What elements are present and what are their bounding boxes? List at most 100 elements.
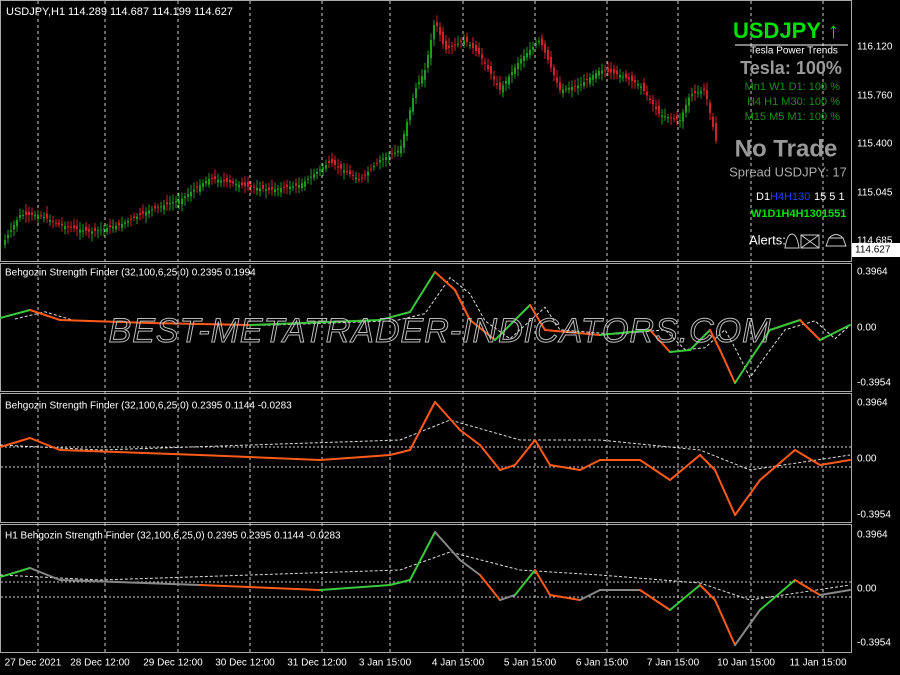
candle-body bbox=[310, 176, 312, 178]
indicator-line bbox=[599, 329, 651, 336]
candle-body bbox=[217, 179, 219, 183]
candle-body bbox=[325, 165, 327, 169]
candle-body bbox=[658, 105, 660, 114]
time-label: 27 Dec 2021 bbox=[5, 658, 62, 669]
indicator-line bbox=[59, 319, 151, 324]
indicator-line bbox=[319, 454, 391, 461]
indicator-line bbox=[714, 599, 736, 646]
candle-body bbox=[622, 76, 624, 78]
candle-body bbox=[415, 88, 417, 98]
candle-body bbox=[169, 203, 171, 205]
candle-body bbox=[67, 226, 69, 228]
indicator-line bbox=[549, 594, 581, 601]
candle-body bbox=[709, 102, 711, 114]
candle-body bbox=[628, 77, 630, 80]
candle-body bbox=[502, 85, 504, 93]
indicator-line bbox=[199, 584, 321, 591]
candle-body bbox=[418, 82, 420, 85]
candle-body bbox=[496, 83, 498, 85]
candle-body bbox=[481, 54, 483, 59]
candle-body bbox=[190, 191, 192, 197]
candle-body bbox=[106, 228, 108, 232]
candle-body bbox=[142, 211, 144, 214]
candle-body bbox=[352, 175, 354, 177]
candle-body bbox=[346, 170, 348, 173]
candle-body bbox=[403, 134, 405, 148]
indicator-line bbox=[319, 584, 391, 591]
candle-body bbox=[55, 222, 57, 224]
candle-body bbox=[355, 177, 357, 180]
candle-body bbox=[706, 90, 708, 100]
candle-body bbox=[445, 40, 447, 50]
candle-body bbox=[547, 49, 549, 60]
indicator-line bbox=[534, 439, 551, 466]
candle-body bbox=[265, 189, 267, 191]
candle-body bbox=[64, 226, 66, 230]
indicator-line bbox=[759, 449, 796, 481]
indicator-label: 0.00 bbox=[857, 323, 877, 334]
candle-body bbox=[568, 87, 570, 90]
candle-body bbox=[220, 180, 222, 183]
candle-body bbox=[244, 182, 246, 186]
candle-body bbox=[397, 151, 399, 153]
candle-body bbox=[424, 70, 426, 80]
candle-body bbox=[361, 177, 363, 179]
candle-body bbox=[544, 43, 546, 53]
candle-body bbox=[187, 194, 189, 197]
indicator-line bbox=[639, 459, 671, 481]
candle-body bbox=[601, 70, 603, 74]
candle-body bbox=[679, 120, 681, 121]
candle-body bbox=[232, 181, 234, 184]
ohlc: 114.289 114.687 114.199 114.627 bbox=[68, 6, 233, 18]
candle-body bbox=[631, 75, 633, 81]
alert-icons bbox=[784, 233, 847, 249]
candle-body bbox=[160, 206, 162, 208]
candle-body bbox=[577, 85, 579, 89]
candle-body bbox=[370, 168, 372, 170]
grid bbox=[37, 1, 824, 652]
indicator-line bbox=[669, 349, 691, 353]
candle-body bbox=[205, 180, 207, 184]
candle-body bbox=[184, 196, 186, 199]
alerts: Alerts: bbox=[749, 232, 786, 247]
price-label: 115.400 bbox=[857, 139, 893, 150]
candle-body bbox=[550, 56, 552, 68]
candle-body bbox=[295, 183, 297, 186]
candle-body bbox=[376, 162, 378, 164]
candle-body bbox=[610, 69, 612, 73]
candle-body bbox=[385, 157, 387, 160]
candle-body bbox=[574, 85, 576, 87]
time-label: 28 Dec 12:00 bbox=[70, 658, 130, 669]
candle-body bbox=[337, 166, 339, 168]
candle-body bbox=[127, 221, 129, 223]
candle-body bbox=[139, 213, 141, 215]
candle-body bbox=[148, 210, 150, 214]
candle-body bbox=[157, 206, 159, 208]
price-label: 115.045 bbox=[857, 188, 893, 199]
candle-body bbox=[625, 73, 627, 78]
candle-body bbox=[112, 226, 114, 229]
spread: Spread USDJPY: 17 bbox=[729, 164, 847, 179]
candle-body bbox=[646, 91, 648, 96]
indicator-line bbox=[699, 454, 716, 471]
panel-title: Behgozin Strength Finder (32,100,6,25,0)… bbox=[5, 268, 256, 279]
candle-body bbox=[532, 47, 534, 50]
indicator-line bbox=[249, 319, 381, 326]
indicator-line bbox=[794, 579, 821, 596]
indicator-line bbox=[459, 429, 481, 446]
candle-body bbox=[517, 63, 519, 70]
indicator-line bbox=[409, 271, 436, 313]
signal-line bbox=[0, 551, 851, 601]
candle-body bbox=[289, 186, 291, 190]
candle-body bbox=[31, 212, 33, 215]
candle-body bbox=[487, 65, 489, 69]
candle-body bbox=[691, 94, 693, 96]
time-label: 30 Dec 12:00 bbox=[215, 658, 275, 669]
candle-body bbox=[19, 215, 21, 218]
candle-body bbox=[469, 45, 471, 46]
candle-body bbox=[193, 189, 195, 192]
candle-body bbox=[421, 76, 423, 84]
candle-body bbox=[94, 227, 96, 231]
candle-body bbox=[292, 186, 294, 188]
candle-body bbox=[664, 116, 666, 118]
